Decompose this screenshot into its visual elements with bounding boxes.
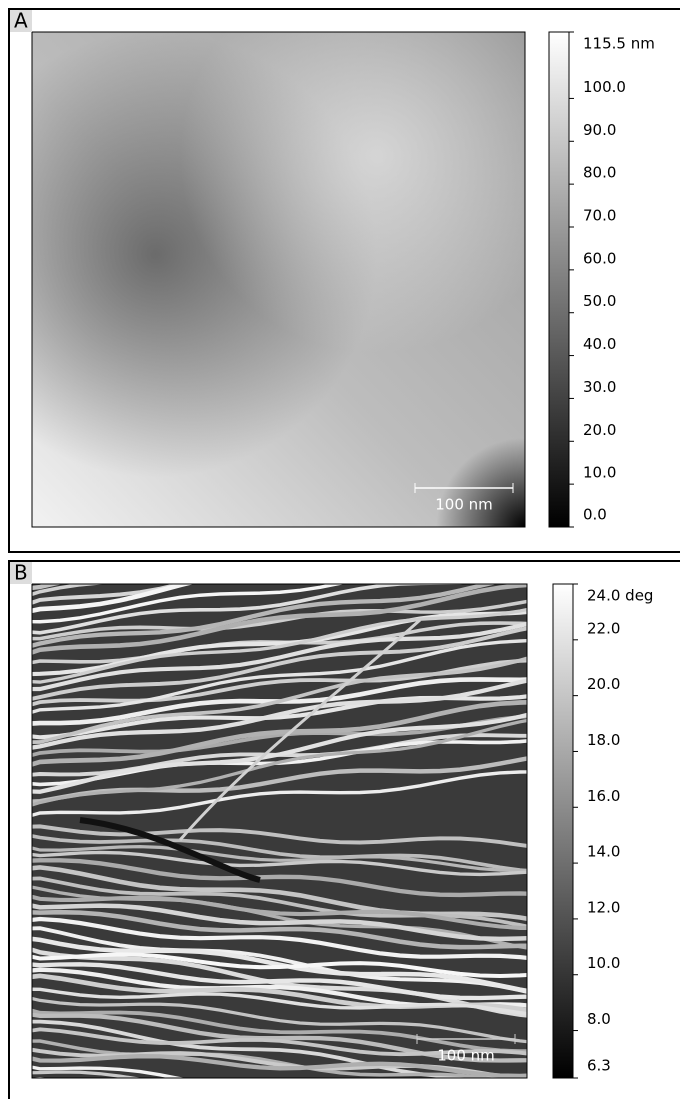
colorbar [553,584,573,1078]
colorbar-tick-label: 50.0 [583,292,616,310]
colorbar-tick-label: 20.0 [583,421,616,439]
colorbar-tick-label: 20.0 [587,675,620,693]
stripe [20,519,540,589]
colorbar-tick-label: 70.0 [583,207,616,225]
colorbar-tick-label: 115.5 nm [583,35,655,53]
colorbar-tick-label: 10.0 [587,954,620,972]
afm-phase-image [20,510,540,1099]
afm-height-image [32,32,525,527]
stripe [20,1089,540,1099]
panel-label: A [14,9,28,33]
colorbar-tick-label: 14.0 [587,843,620,861]
stripe [20,519,540,582]
colorbar-tick-label: 18.0 [587,731,620,749]
colorbar-tick-label: 22.0 [587,619,620,637]
scale-bar-label: 100 nm [437,1047,495,1065]
colorbar-tick-label: 40.0 [583,335,616,353]
figure: A 100 nm 115.5 nm 100.0 90.0 80.0 70.0 60.0 50.0… [0,0,680,1099]
colorbar-tick-label: 60.0 [583,249,616,267]
colorbar-tick-label: 90.0 [583,121,616,139]
colorbar-tick-label: 0.0 [583,506,607,524]
colorbar [549,32,569,527]
panel-label: B [14,561,28,585]
colorbar-tick-label: 6.3 [587,1057,611,1075]
colorbar-tick-label: 24.0 deg [587,587,653,605]
colorbar-tick-label: 16.0 [587,787,620,805]
colorbar-tick-label: 100.0 [583,78,626,96]
colorbar-tick-label: 8.0 [587,1010,611,1028]
scale-bar-label: 100 nm [435,496,493,514]
colorbar-tick-label: 10.0 [583,464,616,482]
stripe [20,1079,540,1099]
colorbar-tick-label: 80.0 [583,164,616,182]
colorbar-tick-label: 12.0 [587,898,620,916]
colorbar-tick-label: 30.0 [583,378,616,396]
